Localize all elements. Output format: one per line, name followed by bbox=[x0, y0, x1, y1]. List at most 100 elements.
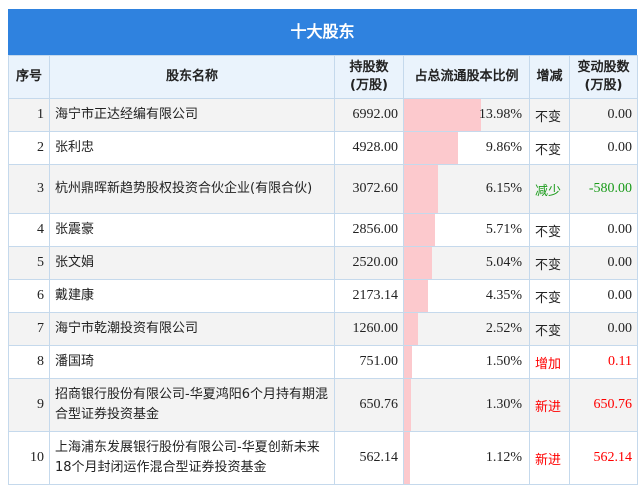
change-status: 不变 bbox=[529, 312, 570, 346]
change-shares: 0.00 bbox=[569, 246, 638, 280]
shares-held: 1260.00 bbox=[334, 312, 404, 346]
row-idx: 10 bbox=[8, 431, 50, 485]
change-status: 不变 bbox=[529, 279, 570, 313]
shareholders-table: 序号 股东名称 持股数 (万股) 占总流通股本比例 增减 变动股数 (万股) 1… bbox=[8, 55, 638, 485]
table-row: 4 张震豪 2856.00 5.71% 不变 0.00 bbox=[8, 213, 638, 247]
change-shares: 650.76 bbox=[569, 378, 638, 432]
change-shares: 0.11 bbox=[569, 345, 638, 379]
change-shares: 0.00 bbox=[569, 312, 638, 346]
header-shares: 持股数 (万股) bbox=[334, 55, 404, 99]
ratio-cell: 5.71% bbox=[403, 213, 530, 247]
ratio-bar bbox=[404, 432, 411, 484]
change-shares: 562.14 bbox=[569, 431, 638, 485]
change-status: 不变 bbox=[529, 98, 570, 132]
row-idx: 2 bbox=[8, 131, 50, 165]
ratio-cell: 13.98% bbox=[403, 98, 530, 132]
ratio-cell: 1.12% bbox=[403, 431, 530, 485]
change-shares: 0.00 bbox=[569, 98, 638, 132]
header-name: 股东名称 bbox=[49, 55, 335, 99]
shareholder-name: 海宁市乾潮投资有限公司 bbox=[49, 312, 335, 346]
ratio-value: 13.98% bbox=[478, 107, 522, 122]
table-header: 序号 股东名称 持股数 (万股) 占总流通股本比例 增减 变动股数 (万股) bbox=[8, 55, 638, 99]
ratio-cell: 4.35% bbox=[403, 279, 530, 313]
change-status: 不变 bbox=[529, 246, 570, 280]
ratio-cell: 9.86% bbox=[403, 131, 530, 165]
change-shares: -580.00 bbox=[569, 164, 638, 214]
shares-held: 3072.60 bbox=[334, 164, 404, 214]
ratio-value: 5.71% bbox=[485, 222, 522, 237]
ratio-value: 5.04% bbox=[485, 255, 522, 270]
ratio-bar bbox=[404, 346, 413, 378]
shares-held: 650.76 bbox=[334, 378, 404, 432]
table-row: 3 杭州鼎晖新趋势股权投资合伙企业(有限合伙) 3072.60 6.15% 减少… bbox=[8, 164, 638, 214]
ratio-bar bbox=[404, 214, 436, 246]
ratio-bar bbox=[404, 132, 459, 164]
ratio-cell: 5.04% bbox=[403, 246, 530, 280]
header-delta: 变动股数 (万股) bbox=[569, 55, 638, 99]
shareholder-name: 张震豪 bbox=[49, 213, 335, 247]
shares-held: 2856.00 bbox=[334, 213, 404, 247]
ratio-bar bbox=[404, 247, 432, 279]
row-idx: 5 bbox=[8, 246, 50, 280]
ratio-bar bbox=[404, 313, 418, 345]
ratio-value: 2.52% bbox=[485, 321, 522, 336]
row-idx: 8 bbox=[8, 345, 50, 379]
ratio-value: 1.50% bbox=[485, 354, 522, 369]
ratio-cell: 6.15% bbox=[403, 164, 530, 214]
row-idx: 4 bbox=[8, 213, 50, 247]
ratio-bar bbox=[404, 280, 428, 312]
row-idx: 7 bbox=[8, 312, 50, 346]
table-row: 2 张利忠 4928.00 9.86% 不变 0.00 bbox=[8, 131, 638, 165]
shares-held: 2173.14 bbox=[334, 279, 404, 313]
ratio-bar bbox=[404, 99, 481, 131]
change-status: 减少 bbox=[529, 164, 570, 214]
shareholder-name: 张文娟 bbox=[49, 246, 335, 280]
ratio-value: 9.86% bbox=[485, 140, 522, 155]
header-idx: 序号 bbox=[8, 55, 50, 99]
row-idx: 9 bbox=[8, 378, 50, 432]
row-idx: 6 bbox=[8, 279, 50, 313]
ratio-bar bbox=[404, 379, 412, 431]
shares-held: 4928.00 bbox=[334, 131, 404, 165]
ratio-value: 1.30% bbox=[485, 397, 522, 412]
top-shareholders-panel: 十大股东 序号 股东名称 持股数 (万股) 占总流通股本比例 增减 变动股数 (… bbox=[8, 9, 638, 485]
ratio-value: 1.12% bbox=[485, 450, 522, 465]
ratio-value: 4.35% bbox=[485, 288, 522, 303]
shares-held: 6992.00 bbox=[334, 98, 404, 132]
ratio-cell: 1.30% bbox=[403, 378, 530, 432]
shareholder-name: 招商银行股份有限公司-华夏鸿阳6个月持有期混合型证券投资基金 bbox=[49, 378, 335, 432]
change-status: 新进 bbox=[529, 378, 570, 432]
row-idx: 3 bbox=[8, 164, 50, 214]
table-row: 7 海宁市乾潮投资有限公司 1260.00 2.52% 不变 0.00 bbox=[8, 312, 638, 346]
header-ratio: 占总流通股本比例 bbox=[403, 55, 530, 99]
ratio-cell: 2.52% bbox=[403, 312, 530, 346]
change-shares: 0.00 bbox=[569, 131, 638, 165]
shareholder-name: 海宁市正达经编有限公司 bbox=[49, 98, 335, 132]
change-status: 不变 bbox=[529, 131, 570, 165]
row-idx: 1 bbox=[8, 98, 50, 132]
change-shares: 0.00 bbox=[569, 279, 638, 313]
shareholder-name: 上海浦东发展银行股份有限公司-华夏创新未来18个月封闭运作混合型证券投资基金 bbox=[49, 431, 335, 485]
shares-held: 751.00 bbox=[334, 345, 404, 379]
ratio-value: 6.15% bbox=[485, 181, 522, 196]
ratio-bar bbox=[404, 165, 438, 213]
table-row: 10 上海浦东发展银行股份有限公司-华夏创新未来18个月封闭运作混合型证券投资基… bbox=[8, 431, 638, 485]
table-row: 6 戴建康 2173.14 4.35% 不变 0.00 bbox=[8, 279, 638, 313]
shareholder-name: 潘国琦 bbox=[49, 345, 335, 379]
panel-title: 十大股东 bbox=[8, 9, 637, 55]
ratio-cell: 1.50% bbox=[403, 345, 530, 379]
shareholder-name: 戴建康 bbox=[49, 279, 335, 313]
change-shares: 0.00 bbox=[569, 213, 638, 247]
change-status: 新进 bbox=[529, 431, 570, 485]
table-row: 9 招商银行股份有限公司-华夏鸿阳6个月持有期混合型证券投资基金 650.76 … bbox=[8, 378, 638, 432]
shares-held: 562.14 bbox=[334, 431, 404, 485]
change-status: 不变 bbox=[529, 213, 570, 247]
change-status: 增加 bbox=[529, 345, 570, 379]
shareholder-name: 张利忠 bbox=[49, 131, 335, 165]
table-row: 8 潘国琦 751.00 1.50% 增加 0.11 bbox=[8, 345, 638, 379]
shareholder-name: 杭州鼎晖新趋势股权投资合伙企业(有限合伙) bbox=[49, 164, 335, 214]
shares-held: 2520.00 bbox=[334, 246, 404, 280]
table-row: 5 张文娟 2520.00 5.04% 不变 0.00 bbox=[8, 246, 638, 280]
header-change: 增减 bbox=[529, 55, 570, 99]
table-row: 1 海宁市正达经编有限公司 6992.00 13.98% 不变 0.00 bbox=[8, 98, 638, 132]
